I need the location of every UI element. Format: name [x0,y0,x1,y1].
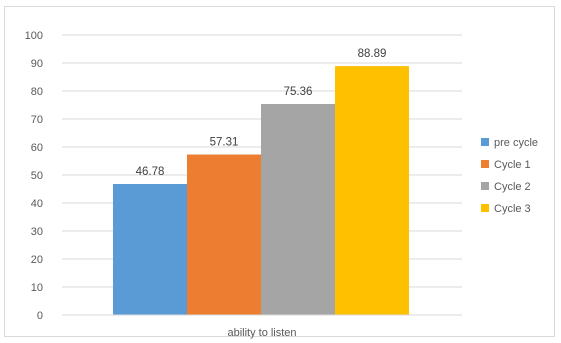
y-tick-label: 50 [31,170,43,182]
y-tick-label: 0 [37,310,43,322]
x-axis-category-labels: ability to listen [227,327,296,339]
data-label: 75.36 [284,86,313,98]
legend: pre cycle Cycle 1 Cycle 2 Cycle 3 [481,137,538,215]
data-labels: 46.78 57.31 75.36 88.89 [136,48,387,178]
data-label: 46.78 [136,166,165,178]
y-tick-label: 70 [31,114,43,126]
y-tick-label: 100 [25,30,43,42]
bar-cycle-1 [187,154,261,315]
legend-swatch [481,138,489,146]
legend-label: Cycle 1 [494,159,531,171]
legend-label: pre cycle [494,137,538,149]
y-tick-label: 30 [31,226,43,238]
y-tick-label: 10 [31,282,43,294]
x-category-label: ability to listen [227,327,296,339]
legend-swatch [481,182,489,190]
y-tick-label: 60 [31,142,43,154]
data-label: 88.89 [358,48,387,60]
legend-swatch [481,204,489,212]
bar-cycle-3 [335,66,409,315]
y-tick-label: 40 [31,198,43,210]
y-axis-tick-labels: 0 10 20 30 40 50 60 70 80 90 100 [25,30,43,322]
y-tick-label: 90 [31,58,43,70]
bar-pre-cycle [113,184,187,315]
legend-swatch [481,160,489,168]
y-tick-label: 80 [31,86,43,98]
bar-cycle-2 [261,103,335,315]
bars [113,66,409,315]
legend-label: Cycle 3 [494,203,531,215]
y-tick-label: 20 [31,254,43,266]
legend-label: Cycle 2 [494,181,531,193]
data-label: 57.31 [210,137,239,149]
